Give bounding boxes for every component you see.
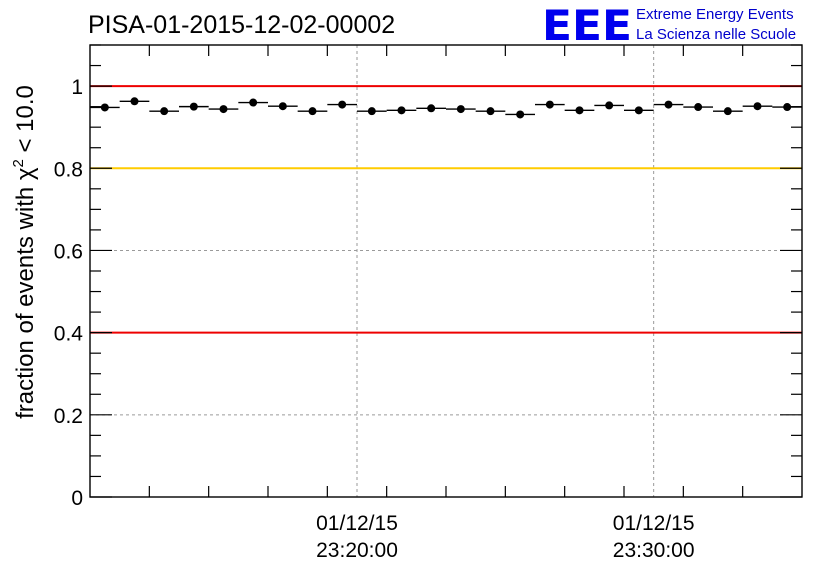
data-point (694, 103, 703, 112)
y-tick-label: 1 (71, 76, 83, 99)
data-point (723, 107, 732, 116)
x-tick-label-time: 23:30:00 (613, 539, 695, 562)
data-point (664, 100, 673, 109)
data-point (516, 110, 525, 119)
y-tick-label: 0.8 (54, 158, 83, 181)
data-series (90, 97, 802, 119)
x-tick-label-date: 01/12/15 (316, 512, 398, 535)
data-point (367, 107, 376, 116)
y-axis-label: fraction of events with χ2 < 10.0 (10, 85, 39, 419)
data-point (605, 101, 614, 110)
chi-exponent: 2 (10, 159, 27, 167)
tick-labels: 0 0.2 0.4 0.6 0.8 1 01/12/15 23:20:00 01/12/15 23… (54, 76, 695, 562)
y-axis-label-text: fraction of events with (12, 180, 39, 419)
logo-line-2: La Scienza nelle Scuole (636, 26, 796, 43)
data-point (634, 106, 643, 115)
y-tick-label: 0 (71, 487, 83, 510)
logo-line-1: Extreme Energy Events (636, 6, 794, 23)
eee-logo: EEE Extreme Energy Events La Scienza nel… (542, 1, 796, 50)
y-tick-label: 0.4 (54, 323, 84, 346)
data-point (486, 107, 495, 116)
data-point (130, 97, 139, 106)
data-point (308, 107, 317, 116)
data-point (397, 106, 406, 115)
y-tick-label: 0.2 (54, 405, 83, 428)
data-point (338, 100, 347, 109)
data-point (575, 106, 584, 115)
chart-title: PISA-01-2015-12-02-00002 (88, 11, 395, 39)
chi-symbol: χ (12, 167, 39, 180)
data-point (545, 100, 554, 109)
data-point (219, 105, 228, 114)
x-tick-label-date: 01/12/15 (613, 512, 695, 535)
data-point (753, 102, 762, 111)
y-axis-label-cut: < 10.0 (12, 85, 39, 159)
data-point (427, 104, 436, 113)
x-tick-label-time: 23:20:00 (316, 539, 398, 562)
data-point (278, 102, 287, 111)
data-point (456, 105, 465, 114)
data-point (249, 98, 258, 107)
data-point (189, 102, 198, 111)
logo-letters: EEE (542, 1, 632, 50)
data-point (783, 103, 792, 112)
reference-lines (90, 85, 802, 334)
y-tick-label: 0.6 (54, 240, 83, 263)
axes (89, 44, 803, 498)
data-point (160, 107, 169, 116)
data-point (100, 103, 109, 112)
